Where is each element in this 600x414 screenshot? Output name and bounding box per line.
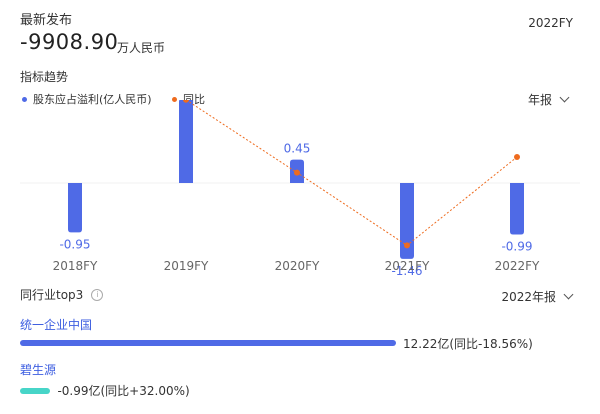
bar-2022FY[interactable] — [510, 183, 524, 235]
bar-value-label-2018FY: -0.95 — [59, 237, 90, 251]
legend-bar-series[interactable]: 股东应占溢利(亿人民币) — [22, 91, 152, 107]
peer-bar-2 — [20, 388, 51, 394]
yoy-point-2022FY[interactable] — [514, 154, 520, 160]
bar-2018FY[interactable] — [68, 183, 82, 233]
latest-value: -9908.90 — [20, 30, 119, 54]
trend-period-label: 年报 — [527, 93, 552, 107]
report-period: 2022FY — [528, 16, 573, 30]
yoy-line — [185, 100, 518, 247]
legend-bar-dot-icon — [22, 96, 27, 102]
chevron-down-icon — [563, 289, 574, 300]
peer-period-dropdown[interactable]: 2022年报 — [501, 288, 574, 305]
bar-value-label-2020FY: 0.45 — [284, 142, 311, 156]
bar-2021FY[interactable] — [400, 183, 414, 259]
bar-value-label-2022FY: -0.99 — [501, 239, 532, 253]
x-tick-2018FY: 2018FY — [53, 259, 98, 273]
x-tick-2022FY: 2022FY — [495, 259, 540, 273]
peer-value-1: 12.22亿(同比-18.56%) — [403, 337, 533, 351]
x-tick-2020FY: 2020FY — [275, 259, 320, 273]
bar-value-label-2021FY: -1.46 — [391, 264, 422, 278]
legend-bar-label: 股东应占溢利(亿人民币) — [33, 93, 152, 106]
latest-value-unit: 万人民币 — [117, 41, 166, 55]
peer-top3-title: 同行业top3 i — [20, 286, 104, 303]
peer-top3-label: 同行业top3 — [20, 288, 84, 302]
peer-bar-1 — [20, 340, 396, 346]
x-tick-2021FY: 2021FY — [385, 259, 430, 273]
trend-period-dropdown[interactable]: 年报 — [527, 91, 570, 108]
peer-value-2: -0.99亿(同比+32.00%) — [57, 384, 190, 398]
info-icon[interactable]: i — [91, 288, 104, 301]
yoy-point-2019FY[interactable] — [183, 100, 189, 103]
peer-name-2[interactable]: 碧生源 — [20, 363, 57, 377]
trend-title: 指标趋势 — [20, 70, 69, 84]
latest-label: 最新发布 — [20, 13, 73, 28]
bar-2019FY[interactable] — [179, 100, 193, 183]
yoy-point-2021FY[interactable] — [404, 242, 410, 249]
yoy-point-2020FY[interactable] — [294, 169, 300, 176]
x-tick-2019FY: 2019FY — [164, 259, 209, 273]
peer-period-label: 2022年报 — [501, 290, 556, 304]
profit-trend-chart: -0.951.620.45-1.46-0.99 2018FY2019FY2020… — [20, 100, 580, 278]
peer-name-1[interactable]: 统一企业中国 — [20, 318, 93, 332]
legend-line-dot-icon — [172, 96, 177, 102]
